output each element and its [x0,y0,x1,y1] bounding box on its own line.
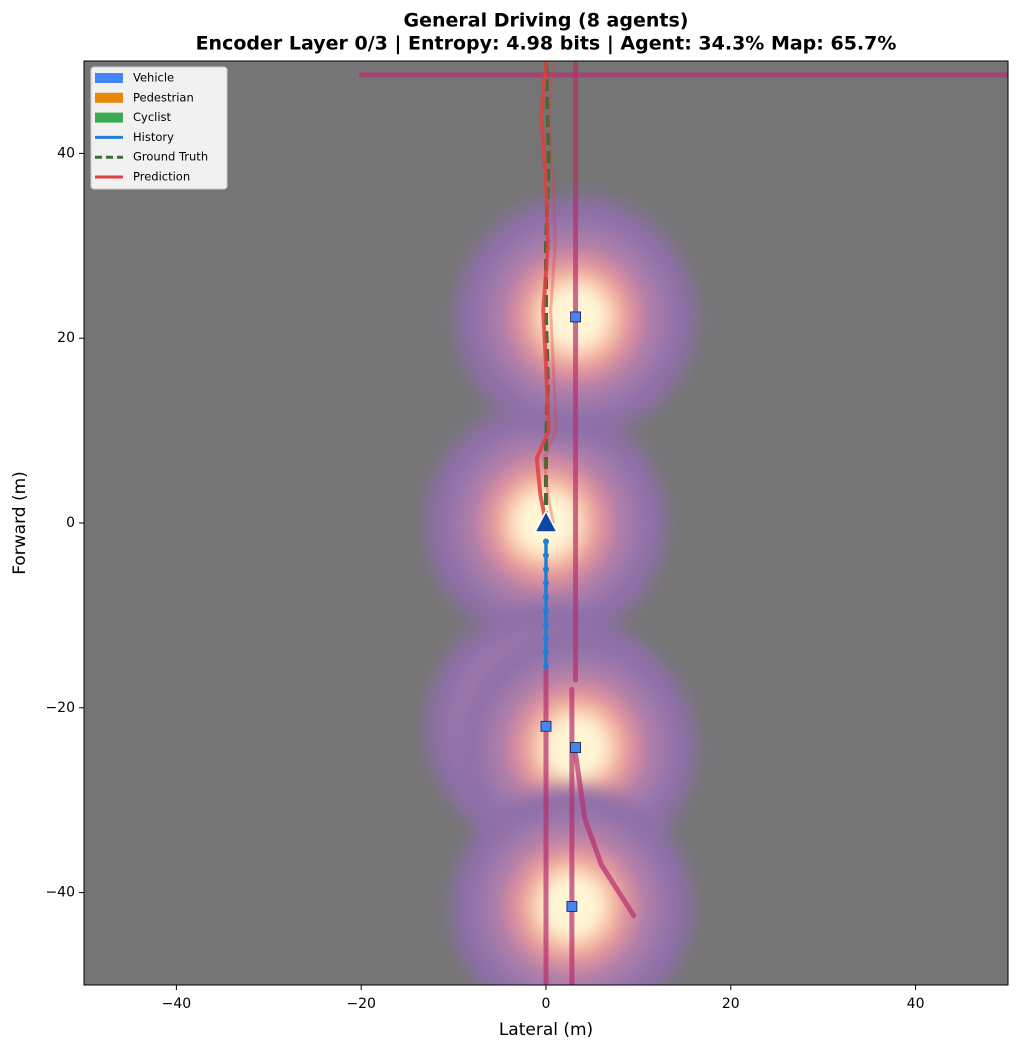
vehicle-agent [540,720,552,732]
y-axis-label: Forward (m) [10,471,30,575]
plot-marks [358,61,1008,985]
history-point [543,552,549,559]
y-tick-label: −40 [45,885,75,901]
y-tick-label: 20 [57,330,75,346]
legend-label: Cyclist [133,110,172,124]
vehicle-agent [566,901,578,912]
prediction-faint [542,61,558,524]
x-tick-label: −40 [162,996,192,1012]
x-tick-label: 20 [722,996,740,1012]
y-tick-label: 40 [57,145,75,161]
chart-title: General Driving (8 agents) [404,10,689,32]
legend-label: Pedestrian [133,90,194,104]
history-point [543,607,549,614]
x-tick-label: −20 [346,996,376,1012]
history-point [543,663,549,670]
lane-line [573,751,637,919]
legend: Vehicle Pedestrian Cyclist History Ground Tr… [90,66,228,190]
history-point [543,593,549,600]
x-tick-label: 0 [542,996,551,1012]
history-point [543,635,549,642]
legend-swatch [95,73,123,83]
legend-label: Prediction [133,170,190,184]
x-tick-label: 40 [907,996,925,1012]
ground-truth [544,61,551,523]
vehicle-agent [570,311,581,323]
x-axis-label: Lateral (m) [499,1020,593,1040]
history-point [543,538,549,545]
ego-vehicle [533,509,559,533]
history-point [543,649,549,656]
legend-label: Ground Truth [133,150,208,164]
history-point [543,580,549,587]
legend-swatch [95,112,123,123]
legend-label: Vehicle [133,71,174,85]
legend-box [90,66,228,190]
prediction [534,61,551,524]
legend-swatch [95,92,123,103]
axes: −40 −20 0 20 40 −40 −20 0 20 40 [45,145,924,1012]
y-tick-label: −20 [45,700,75,716]
y-tick-label: 0 [66,515,75,531]
vehicle-agent [570,742,581,753]
history-point [543,621,549,628]
legend-label: History [133,130,174,144]
chart-subtitle: Encoder Layer 0/3 | Entropy: 4.98 bits |… [196,33,897,55]
history-point [543,566,549,573]
